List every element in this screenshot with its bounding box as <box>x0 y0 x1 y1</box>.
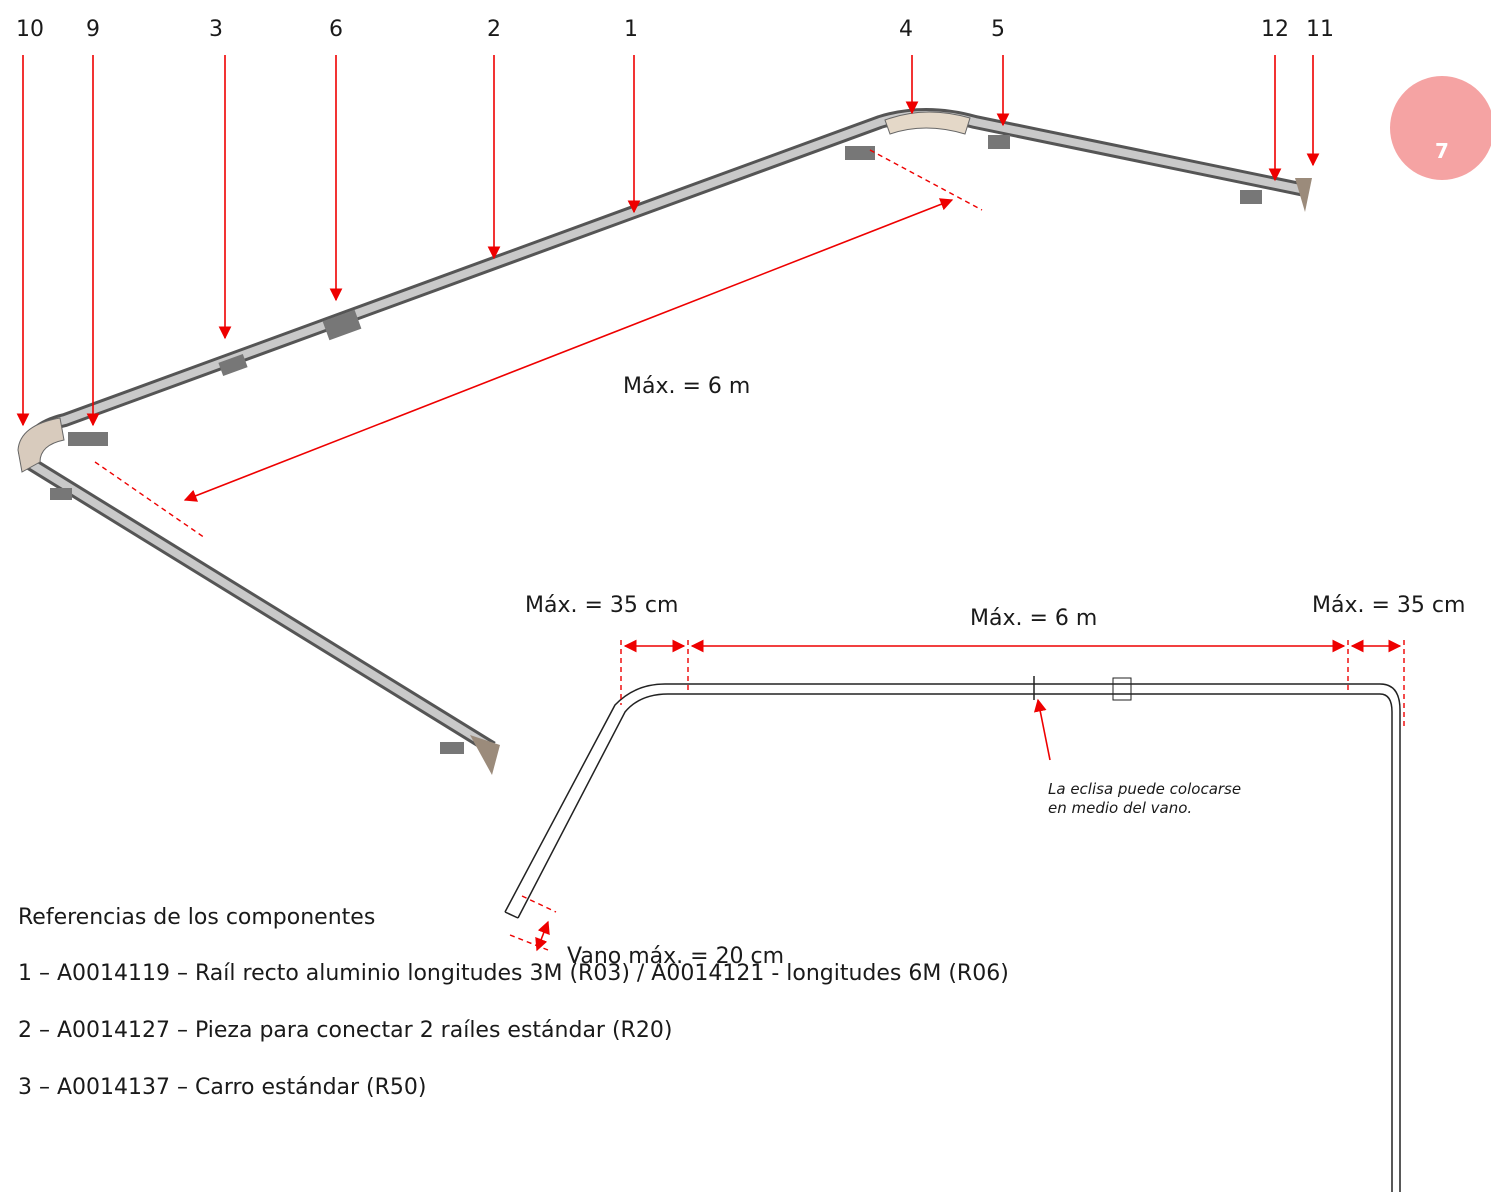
callout: 5 <box>991 17 1005 42</box>
dimension: Vano máx. = 20 cm <box>567 944 784 969</box>
note: La eclisa puede colocarse <box>1048 780 1241 798</box>
dimension: Máx. = 35 cm <box>1312 593 1465 618</box>
dimension: Máx. = 6 m <box>623 374 750 399</box>
reference-item: 2 – A0014127 – Pieza para conectar 2 raí… <box>18 1018 672 1043</box>
note: en medio del vano. <box>1048 799 1192 817</box>
callout: 4 <box>899 17 913 42</box>
callout: 10 <box>16 17 44 42</box>
dimension: Máx. = 6 m <box>970 606 1097 631</box>
callout: 9 <box>86 17 100 42</box>
references-title: Referencias de los componentes <box>18 905 375 930</box>
callout: 3 <box>209 17 223 42</box>
reference-item: 1 – A0014119 – Raíl recto aluminio longi… <box>18 961 1009 986</box>
plan-view <box>504 639 1405 1192</box>
page-number: 7 <box>1435 139 1449 163</box>
callout: 6 <box>329 17 343 42</box>
callout: 2 <box>487 17 501 42</box>
dimension: Máx. = 35 cm <box>525 593 678 618</box>
callout: 12 <box>1261 17 1289 42</box>
callout: 1 <box>624 17 638 42</box>
callouts: 10 9 3 6 2 1 4 5 12 11 <box>16 17 1334 427</box>
reference-item: 3 – A0014137 – Carro estándar (R50) <box>18 1075 427 1100</box>
iso-rail <box>17 108 1312 775</box>
page-badge <box>1390 76 1491 180</box>
callout: 11 <box>1306 17 1334 42</box>
